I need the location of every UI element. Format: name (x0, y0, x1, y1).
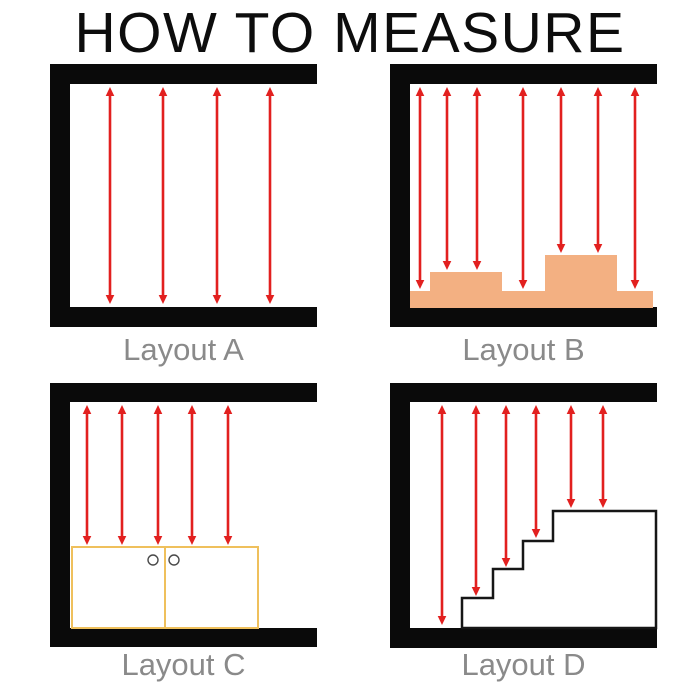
arrow-head-up-icon (472, 87, 482, 96)
floor (50, 628, 317, 647)
arrow-head-down-icon (518, 280, 528, 289)
arrow-head-up-icon (105, 87, 115, 96)
low-unit (430, 272, 502, 291)
measure-arrow (437, 405, 447, 625)
arrow-head-up-icon (442, 87, 452, 96)
panel-layout-b (390, 64, 657, 327)
arrow-head-down-icon (105, 295, 115, 304)
arrow-head-up-icon (531, 405, 541, 414)
door-handle-icon (147, 554, 159, 566)
arrow-head-down-icon (415, 280, 425, 289)
measure-arrow (598, 405, 608, 508)
arrow-head-up-icon (265, 87, 275, 96)
arrow-head-down-icon (265, 295, 275, 304)
measure-arrow (566, 405, 576, 508)
arrow-head-up-icon (471, 405, 481, 414)
measure-arrow (593, 87, 603, 253)
measure-arrow (501, 405, 511, 567)
measure-arrow (531, 405, 541, 538)
arrow-head-down-icon (223, 536, 233, 545)
arrow-head-down-icon (153, 536, 163, 545)
measure-arrow (472, 87, 482, 270)
measure-arrow (212, 87, 222, 304)
arrow-head-down-icon (598, 499, 608, 508)
arrow-head-up-icon (415, 87, 425, 96)
arrow-head-down-icon (501, 558, 511, 567)
staircase (460, 509, 658, 630)
door-handle-icon (168, 554, 180, 566)
arrow-head-up-icon (630, 87, 640, 96)
arrow-head-up-icon (518, 87, 528, 96)
arrow-head-down-icon (212, 295, 222, 304)
left-wall (390, 64, 410, 327)
measure-arrow (117, 405, 127, 545)
arrow-head-up-icon (158, 87, 168, 96)
ceiling (50, 383, 317, 402)
arrow-head-down-icon (593, 244, 603, 253)
arrow-head-up-icon (187, 405, 197, 414)
arrow-head-up-icon (117, 405, 127, 414)
left-wall (50, 64, 70, 327)
floor (50, 307, 317, 327)
panel-label-layout-d: Layout D (461, 647, 586, 682)
page-title: HOW TO MEASURE (74, 1, 626, 65)
measure-arrow (82, 405, 92, 545)
measure-arrow (415, 87, 425, 289)
arrow-head-down-icon (82, 536, 92, 545)
panel-layout-c (50, 383, 317, 647)
measure-arrow (518, 87, 528, 289)
measure-arrow (630, 87, 640, 289)
arrow-head-down-icon (158, 295, 168, 304)
arrow-head-up-icon (566, 405, 576, 414)
arrow-head-up-icon (212, 87, 222, 96)
left-wall (390, 383, 410, 648)
arrow-head-down-icon (531, 529, 541, 538)
arrow-head-down-icon (566, 499, 576, 508)
arrow-head-up-icon (437, 405, 447, 414)
floor (390, 307, 657, 327)
measure-arrow (153, 405, 163, 545)
arrow-head-up-icon (82, 405, 92, 414)
measure-arrow (105, 87, 115, 304)
arrow-head-down-icon (472, 261, 482, 270)
arrow-head-down-icon (442, 261, 452, 270)
measure-arrow (187, 405, 197, 545)
arrow-head-up-icon (593, 87, 603, 96)
ceiling (390, 383, 657, 402)
arrow-head-down-icon (187, 536, 197, 545)
arrow-head-up-icon (223, 405, 233, 414)
measure-arrow (471, 405, 481, 596)
floor-unit-base (410, 291, 653, 308)
panel-label-layout-b: Layout B (462, 332, 585, 367)
panel-label-layout-c: Layout C (121, 647, 246, 682)
measure-arrow (158, 87, 168, 304)
arrow-head-down-icon (630, 280, 640, 289)
panel-layout-a (50, 64, 317, 327)
floor (390, 628, 657, 648)
arrow-head-up-icon (556, 87, 566, 96)
ceiling (50, 64, 317, 84)
measure-arrow (442, 87, 452, 270)
ceiling (390, 64, 657, 84)
arrow-head-up-icon (153, 405, 163, 414)
tall-unit (545, 255, 617, 291)
arrow-head-up-icon (598, 405, 608, 414)
arrow-head-down-icon (556, 244, 566, 253)
panel-label-layout-a: Layout A (123, 332, 244, 367)
left-wall (50, 383, 70, 647)
measure-arrow (223, 405, 233, 545)
arrow-head-down-icon (471, 587, 481, 596)
panel-layout-d (390, 383, 658, 648)
arrow-head-down-icon (437, 616, 447, 625)
measure-arrow (556, 87, 566, 253)
arrow-head-down-icon (117, 536, 127, 545)
measure-arrow (265, 87, 275, 304)
arrow-head-up-icon (501, 405, 511, 414)
